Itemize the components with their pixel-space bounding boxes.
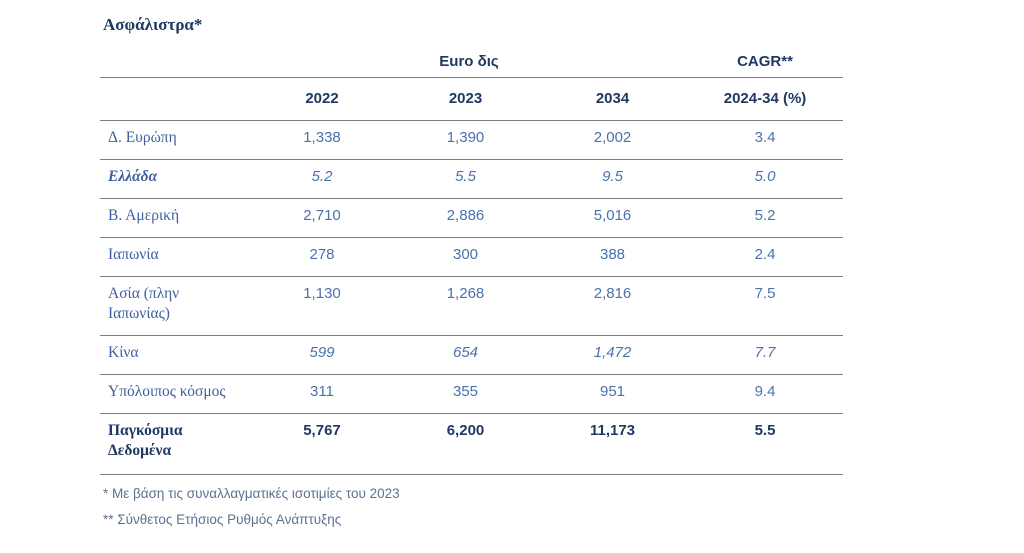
data-cell: 6,200 bbox=[446, 422, 485, 439]
data-cell: 2,002 bbox=[593, 129, 632, 146]
column-header-spacer bbox=[100, 78, 251, 121]
data-cell: 1,268 bbox=[446, 285, 485, 302]
data-cell: 2.4 bbox=[754, 246, 776, 263]
table-row-asia-ex-japan: Ασία (πλην Ιαπωνίας) 1,130 1,268 2,816 7… bbox=[100, 277, 844, 336]
table-row-greece: Ελλάδα 5.2 5.5 9.5 5.0 bbox=[100, 160, 844, 199]
group-header-cagr: CAGR** bbox=[737, 53, 793, 70]
data-cell: 278 bbox=[309, 246, 335, 263]
data-cell: 5.2 bbox=[754, 207, 776, 224]
data-cell: 5.5 bbox=[754, 422, 776, 439]
table-row-north-america: Β. Αμερική 2,710 2,886 5,016 5.2 bbox=[100, 199, 844, 238]
data-cell: 1,390 bbox=[446, 129, 485, 146]
row-label: Παγκόσμια Δεδομένα bbox=[108, 422, 183, 459]
data-cell: 654 bbox=[452, 344, 479, 361]
data-cell: 355 bbox=[452, 383, 479, 400]
footnote-exchange-rates: * Με βάση τις συναλλαγματικές ισοτιμίες … bbox=[103, 486, 400, 501]
data-cell: 388 bbox=[599, 246, 626, 263]
data-cell: 5.5 bbox=[455, 168, 476, 185]
data-cell: 11,173 bbox=[589, 422, 636, 439]
row-label: Ιαπωνία bbox=[108, 246, 159, 263]
column-header-2023: 2023 bbox=[448, 90, 483, 107]
data-cell: 1,130 bbox=[303, 285, 341, 302]
footnote-cagr-definition: ** Σύνθετος Ετήσιος Ρυθμός Ανάπτυξης bbox=[103, 512, 342, 527]
data-cell: 5.0 bbox=[754, 168, 776, 185]
data-cell: 1,338 bbox=[303, 129, 341, 146]
data-cell: 5,016 bbox=[593, 207, 632, 224]
data-cell: 599 bbox=[309, 344, 335, 361]
data-cell: 2,886 bbox=[446, 207, 485, 224]
row-label: Δ. Ευρώπη bbox=[108, 129, 177, 146]
table-row-japan: Ιαπωνία 278 300 388 2.4 bbox=[100, 238, 844, 277]
table-row-world-total: Παγκόσμια Δεδομένα 5,767 6,200 11,173 5.… bbox=[100, 414, 844, 475]
row-label: Ασία (πλην Ιαπωνίας) bbox=[108, 285, 180, 322]
data-cell: 311 bbox=[310, 383, 334, 400]
data-cell: 7.7 bbox=[754, 344, 776, 361]
row-label: Ελλάδα bbox=[108, 168, 158, 185]
table-row-west-europe: Δ. Ευρώπη 1,338 1,390 2,002 3.4 bbox=[100, 121, 844, 160]
data-cell: 300 bbox=[452, 246, 479, 263]
data-cell: 3.4 bbox=[754, 129, 776, 146]
data-cell: 7.5 bbox=[754, 285, 776, 302]
footnotes: * Με βάση τις συναλλαγματικές ισοτιμίες … bbox=[100, 481, 843, 533]
premiums-table: Euro δις CAGR** 2022 2023 2034 2024-34 (… bbox=[100, 48, 844, 475]
data-cell: 5.2 bbox=[311, 168, 333, 185]
data-cell: 5,767 bbox=[303, 422, 341, 439]
table-content-area: Ασφάλιστρα* Euro δις CAGR** 2022 2023 20… bbox=[100, 14, 844, 533]
data-cell: 951 bbox=[599, 383, 626, 400]
data-cell: 9.5 bbox=[602, 168, 623, 185]
page-title: Ασφάλιστρα* bbox=[103, 15, 203, 34]
column-header-cagr: 2024-34 (%) bbox=[723, 90, 807, 107]
row-label: Υπόλοιπος κόσμος bbox=[108, 383, 226, 400]
group-header-row: Euro δις CAGR** bbox=[100, 48, 844, 78]
column-header-2034: 2034 bbox=[595, 90, 630, 107]
table-row-rest-of-world: Υπόλοιπος κόσμος 311 355 951 9.4 bbox=[100, 375, 844, 414]
data-cell: 9.4 bbox=[754, 383, 776, 400]
data-cell: 1,472 bbox=[593, 344, 632, 361]
group-header-euro: Euro δις bbox=[439, 53, 499, 70]
data-cell: 2,710 bbox=[303, 207, 341, 224]
row-label: Κίνα bbox=[108, 344, 139, 361]
column-header-row: 2022 2023 2034 2024-34 (%) bbox=[100, 78, 844, 121]
data-cell: 2,816 bbox=[593, 285, 632, 302]
row-label: Β. Αμερική bbox=[108, 207, 180, 224]
column-header-2022: 2022 bbox=[305, 90, 339, 107]
table-row-china: Κίνα 599 654 1,472 7.7 bbox=[100, 336, 844, 375]
group-header-spacer bbox=[100, 48, 251, 78]
